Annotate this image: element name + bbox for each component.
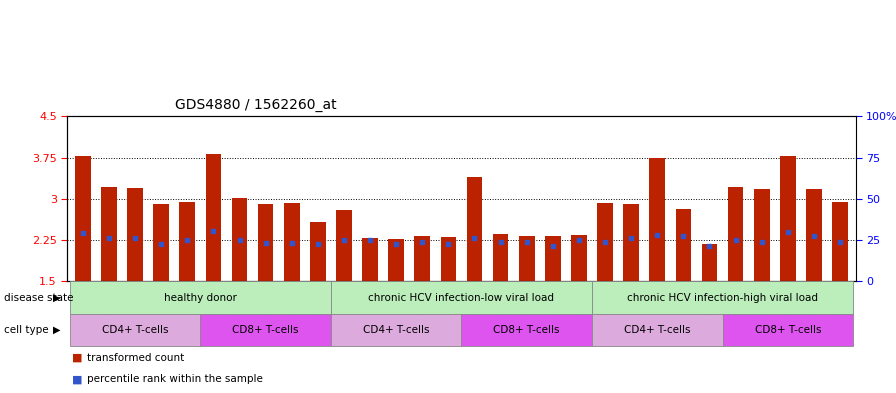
Point [676,233,691,239]
Point [754,239,769,245]
Bar [571,235,587,281]
Text: percentile rank within the sample: percentile rank within the sample [87,374,263,384]
Point [102,235,116,242]
Bar [722,314,853,346]
Bar [336,210,352,281]
Bar [728,187,744,281]
Bar [545,236,561,281]
Bar [806,189,822,281]
Point [389,241,403,247]
Bar [331,314,461,346]
Bar [780,156,796,281]
Bar [493,233,508,281]
Bar [388,239,404,281]
Point [441,241,455,247]
Text: CD8+ T-cells: CD8+ T-cells [754,325,821,335]
Bar [461,314,592,346]
Point [624,235,638,242]
Point [337,237,351,243]
Bar [754,189,770,281]
Point [415,239,429,245]
Text: ■: ■ [72,353,82,363]
Point [494,239,508,245]
Bar [127,188,143,281]
Point [572,237,586,243]
Point [128,235,142,242]
Bar [362,239,378,281]
Text: CD4+ T-cells: CD4+ T-cells [624,325,691,335]
Point [75,230,90,236]
Text: disease state: disease state [4,292,74,303]
Bar [832,202,848,281]
Bar [179,202,195,281]
Bar [205,154,221,281]
Bar [598,203,613,281]
Point [806,233,821,239]
Bar [153,204,169,281]
Bar [441,237,456,281]
Point [154,241,168,247]
Point [598,239,612,245]
Bar [201,314,331,346]
Bar [310,222,325,281]
Text: CD8+ T-cells: CD8+ T-cells [494,325,560,335]
Bar [258,204,273,281]
Bar [331,281,592,314]
Text: CD4+ T-cells: CD4+ T-cells [102,325,168,335]
Text: chronic HCV infection-low viral load: chronic HCV infection-low viral load [368,292,555,303]
Bar [519,236,535,281]
Point [468,235,482,242]
Text: healthy donor: healthy donor [164,292,237,303]
Bar [702,244,718,281]
Bar [284,203,299,281]
Bar [70,281,331,314]
Bar [650,158,665,281]
Text: cell type: cell type [4,325,49,335]
Bar [101,187,116,281]
Point [180,237,194,243]
Point [520,239,534,245]
Bar [467,177,482,281]
Point [833,239,848,245]
Bar [624,204,639,281]
Text: CD8+ T-cells: CD8+ T-cells [232,325,299,335]
Text: chronic HCV infection-high viral load: chronic HCV infection-high viral load [627,292,818,303]
Text: GDS4880 / 1562260_at: GDS4880 / 1562260_at [175,98,336,112]
Point [232,237,246,243]
Bar [415,236,430,281]
Text: transformed count: transformed count [87,353,185,363]
Bar [70,314,201,346]
Text: ■: ■ [72,374,82,384]
Point [285,240,299,246]
Point [728,237,743,243]
Bar [592,281,853,314]
Point [258,240,272,246]
Point [206,228,220,234]
Bar [75,156,90,281]
Text: ▶: ▶ [53,292,60,303]
Point [702,242,717,249]
Point [311,241,325,247]
Bar [592,314,722,346]
Point [363,237,377,243]
Bar [676,209,691,281]
Point [650,231,665,238]
Text: CD4+ T-cells: CD4+ T-cells [363,325,429,335]
Point [546,242,560,249]
Text: ▶: ▶ [53,325,60,335]
Point [780,229,795,235]
Bar [232,198,247,281]
